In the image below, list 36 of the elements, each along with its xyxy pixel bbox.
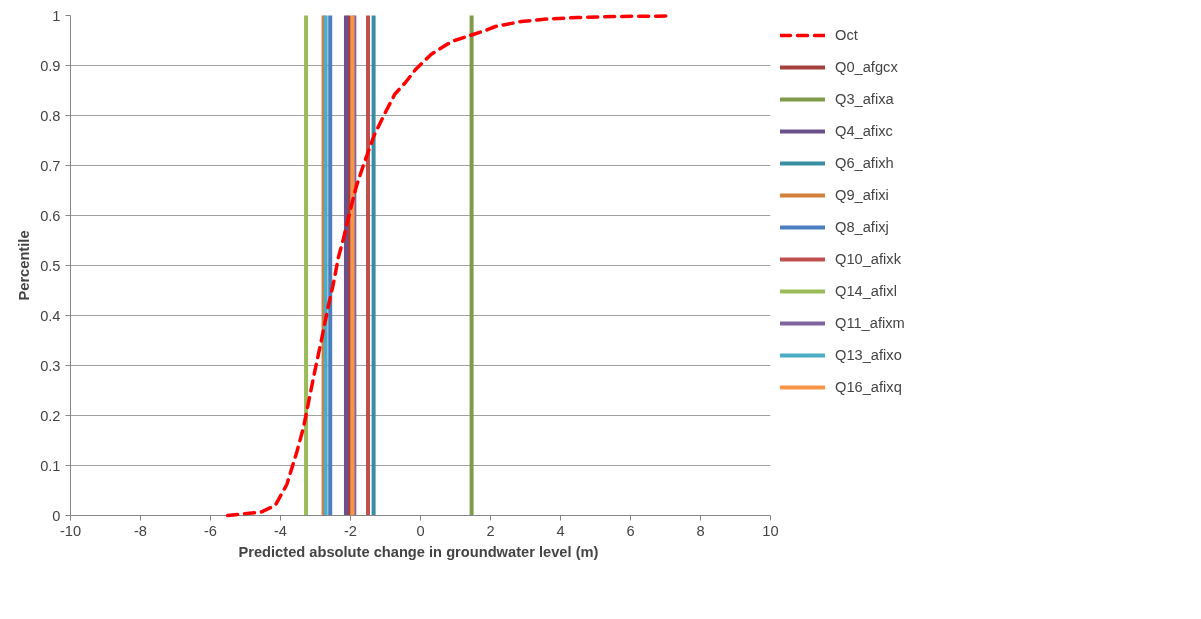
y-tick-label: 0.4: [40, 307, 61, 324]
x-tick-label: -10: [59, 522, 82, 539]
x-tick-label: -2: [343, 522, 358, 539]
y-tick-label: 0.1: [40, 457, 61, 474]
x-tick-label: 0: [416, 522, 425, 539]
legend-label: Q9_afixi: [835, 187, 889, 203]
y-tick-label: 0.6: [40, 207, 61, 224]
legend-label: Oct: [835, 27, 858, 43]
x-tick-label: -8: [133, 522, 148, 539]
y-tick-label: 1: [52, 7, 61, 24]
legend-label: Q4_afixc: [835, 123, 893, 139]
legend-label: Q16_afixq: [835, 379, 902, 395]
y-axis-title: Percentile: [16, 230, 33, 301]
legend-label: Q10_afixk: [835, 251, 901, 267]
legend-label: Q8_afixj: [835, 219, 889, 235]
legend-label: Q6_afixh: [835, 155, 894, 171]
x-tick-label: 4: [556, 522, 565, 539]
y-tick-label: 0.8: [40, 107, 61, 124]
legend-label: Q0_afgcx: [835, 59, 898, 75]
legend-label: Q11_afixm: [835, 315, 905, 331]
legend-label: Q14_afixl: [835, 283, 897, 299]
y-tick-label: 0.9: [40, 57, 61, 74]
x-tick-label: -6: [203, 522, 218, 539]
x-tick-label: 2: [486, 522, 495, 539]
y-tick-label: 0.7: [40, 157, 61, 174]
x-tick-label: 6: [626, 522, 635, 539]
legend-label: Q3_afixa: [835, 91, 894, 107]
x-tick-label: 8: [696, 522, 705, 539]
y-tick-label: 0.5: [40, 257, 61, 274]
x-tick-label: 10: [762, 522, 779, 539]
legend-label: Q13_afixo: [835, 347, 902, 363]
x-tick-label: -4: [273, 522, 288, 539]
y-tick-label: 0: [52, 507, 61, 524]
x-axis-title: Predicted absolute change in groundwater level (m): [238, 543, 599, 560]
y-tick-label: 0.3: [40, 357, 61, 374]
y-tick-label: 0.2: [40, 407, 61, 424]
